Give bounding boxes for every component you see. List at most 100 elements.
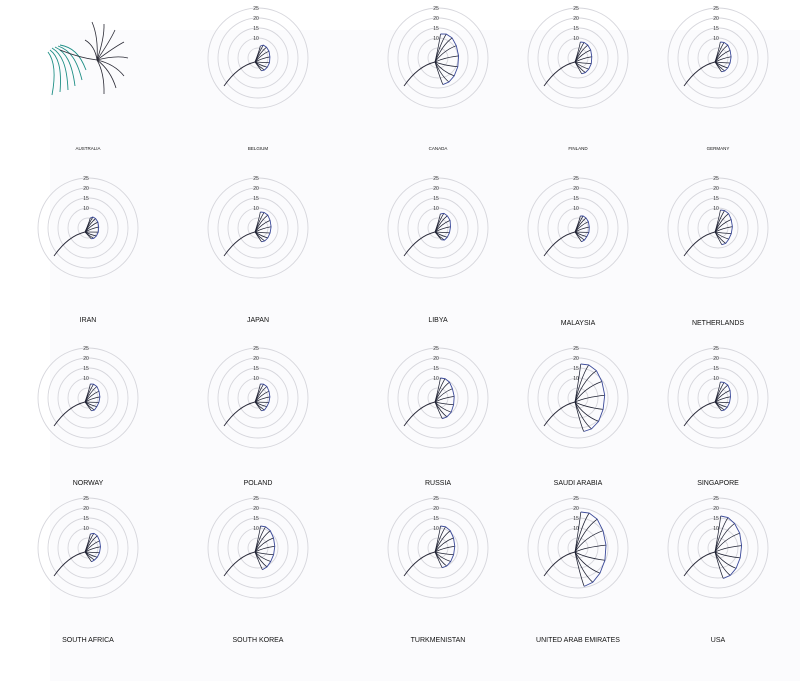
ring-tick-label: 25: [433, 346, 439, 352]
legend-spoke: [96, 23, 105, 61]
ring-circle: [397, 357, 479, 439]
spoke-line: [434, 37, 453, 63]
spoke-line: [574, 551, 605, 561]
ring-tick-label: 10: [713, 36, 719, 42]
ring-circle: [407, 197, 469, 259]
spoke-line: [434, 226, 451, 233]
spoke-line: [714, 56, 732, 63]
ring-tick-label: 25: [713, 176, 719, 182]
ring-tick-label: 15: [83, 516, 89, 522]
spoke-line: [434, 381, 450, 403]
spoke-line: [254, 386, 268, 403]
ring-circle: [417, 207, 459, 249]
ring-tick-label: 10: [573, 526, 579, 532]
spoke-line: [574, 370, 597, 403]
stem-line: [223, 231, 256, 257]
spoke-line: [714, 384, 729, 403]
legend-spoke: [96, 29, 116, 61]
spoke-line: [574, 518, 598, 553]
panel-usa: USA 10 15 20 25: [667, 496, 769, 644]
panel-finland: FINLAND 10 15 20 25: [527, 6, 629, 151]
legend-curve: [59, 44, 87, 71]
legend-spoke: [96, 56, 129, 61]
ring-tick-label: 20: [83, 506, 89, 512]
stem-line: [683, 231, 716, 257]
ring-tick-label: 15: [573, 196, 579, 202]
panel-south-korea: SOUTH KOREA 10 15 20 25: [207, 496, 309, 644]
ring-tick-label: 25: [433, 176, 439, 182]
spoke-line: [254, 46, 267, 63]
spoke-line: [714, 231, 732, 234]
spoke-line: [254, 530, 271, 553]
ring-circle: [547, 367, 609, 429]
ring-circle: [247, 387, 269, 409]
legend-spoke: [91, 21, 98, 61]
spoke-line: [714, 390, 731, 403]
ring-tick-label: 15: [253, 516, 259, 522]
spoke-line: [574, 544, 607, 553]
spoke-line: [434, 401, 454, 406]
ring-circle: [37, 347, 139, 449]
ring-circle: [527, 347, 629, 449]
ring-tick-label: 25: [253, 6, 259, 12]
stem-line: [683, 401, 716, 427]
spoke-line: [254, 390, 270, 403]
ring-circle: [697, 377, 739, 419]
legend-spoke: [96, 59, 125, 77]
country-label: RUSSIA: [425, 480, 451, 487]
ring-tick-label: 15: [433, 516, 439, 522]
spoke-line: [254, 214, 269, 233]
ring-tick-label: 10: [83, 206, 89, 212]
ring-tick-label: 25: [253, 176, 259, 182]
spoke-line: [254, 220, 271, 233]
ring-tick-label: 15: [253, 196, 259, 202]
ring-tick-label: 20: [713, 16, 719, 22]
ring-circle: [237, 207, 279, 249]
background-panel: [50, 30, 800, 681]
spoke-line: [574, 551, 585, 587]
spoke-line: [84, 540, 100, 553]
panel-belgium: BELGIUM 10 15 20 25: [207, 6, 309, 151]
country-label: USA: [711, 637, 726, 644]
ring-tick-label: 10: [253, 526, 259, 532]
stem-line: [403, 231, 436, 257]
ring-tick-label: 25: [713, 346, 719, 352]
ring-tick-label: 10: [433, 36, 439, 42]
ring-tick-label: 25: [713, 496, 719, 502]
ring-tick-label: 10: [83, 376, 89, 382]
legend-curve: [57, 45, 83, 81]
ring-circle: [47, 357, 129, 439]
spoke-line: [254, 61, 262, 72]
stem-line: [403, 551, 436, 577]
ring-circle: [707, 387, 729, 409]
spoke-line: [254, 526, 266, 553]
country-panels: AUSTRALIA BELGIUM10152025CANADA10152025FI…: [37, 6, 769, 644]
rim-line: [260, 525, 276, 571]
spoke-line: [254, 231, 262, 243]
ring-circle: [537, 507, 619, 589]
spoke-line: [714, 226, 733, 233]
spoke-line: [574, 56, 592, 63]
stem-line: [683, 551, 716, 577]
country-label: FINLAND: [568, 146, 588, 151]
stem-line: [543, 551, 576, 577]
ring-circle: [227, 517, 289, 579]
country-label: MALAYSIA: [561, 320, 596, 327]
ring-tick-label: 10: [713, 376, 719, 382]
ring-circle: [207, 347, 309, 449]
country-label: SAUDI ARABIA: [554, 480, 603, 487]
ring-circle: [537, 357, 619, 439]
country-label: GERMANY: [707, 146, 730, 151]
spoke-line: [574, 44, 589, 63]
spoke-line: [714, 523, 735, 553]
country-label: NORWAY: [73, 480, 104, 487]
ring-circle: [37, 497, 139, 599]
ring-tick-label: 15: [573, 516, 579, 522]
panel-malaysia: MALAYSIA 10 15 20 25: [527, 176, 629, 327]
panel-russia: RUSSIA 10 15 20 25: [387, 346, 489, 487]
spoke-line: [714, 517, 729, 553]
ring-tick-label: 15: [433, 366, 439, 372]
spoke-line: [714, 231, 729, 240]
ring-circle: [227, 367, 289, 429]
spoke-line: [714, 401, 730, 404]
